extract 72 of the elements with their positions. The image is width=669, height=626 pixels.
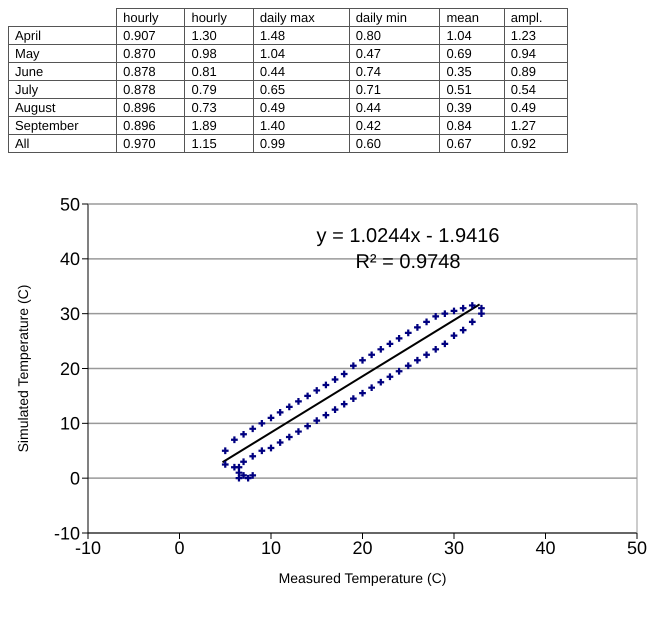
text: 0.896 bbox=[123, 100, 156, 115]
x-tick-label: 0 bbox=[174, 538, 185, 558]
category-label: hourly bbox=[184, 8, 254, 26]
text: 0.65 bbox=[260, 82, 286, 97]
text: 0.42 bbox=[356, 118, 381, 133]
category-label: All bbox=[15, 136, 30, 151]
text: 0.98 bbox=[191, 46, 217, 61]
text: 0.69 bbox=[446, 46, 472, 61]
category-label: July bbox=[15, 82, 38, 97]
annotation: R² = 0.9748 bbox=[354, 250, 462, 275]
text: 0.878 bbox=[123, 64, 156, 79]
text: 0.870 bbox=[123, 46, 156, 61]
text: 0.54 bbox=[510, 82, 536, 97]
text: 0.51 bbox=[446, 82, 472, 97]
category-label: daily max bbox=[253, 8, 350, 26]
text: 0.35 bbox=[446, 64, 472, 79]
text: 0.970 bbox=[123, 136, 156, 151]
category-label: mean bbox=[440, 8, 504, 26]
text: 0.92 bbox=[510, 136, 536, 151]
category-label: daily min bbox=[349, 8, 440, 26]
text: 1.27 bbox=[510, 118, 536, 133]
y-tick-label: -10 bbox=[54, 523, 80, 544]
text: 1.15 bbox=[191, 136, 217, 151]
category-label: ampl. bbox=[504, 8, 568, 26]
text: 0.907 bbox=[123, 28, 156, 43]
text: 0.89 bbox=[510, 64, 536, 79]
text: 0.74 bbox=[356, 64, 381, 79]
text: 0.81 bbox=[191, 64, 217, 79]
category-label: August bbox=[15, 100, 56, 115]
text: 0.44 bbox=[356, 100, 381, 115]
category-label: June bbox=[15, 64, 44, 79]
y-tick-label: 50 bbox=[60, 194, 80, 214]
y-tick-label: 40 bbox=[60, 249, 80, 270]
text: 0.67 bbox=[446, 136, 472, 151]
text: 0.39 bbox=[446, 100, 472, 115]
category-label: April bbox=[15, 28, 42, 43]
category-label: May bbox=[15, 46, 40, 61]
text: 1.04 bbox=[446, 28, 472, 43]
y-tick-label: 10 bbox=[60, 414, 80, 434]
text: 0.44 bbox=[260, 64, 286, 79]
text: 1.23 bbox=[510, 28, 536, 43]
text: 0.49 bbox=[510, 100, 536, 115]
x-tick-label: 10 bbox=[260, 538, 282, 558]
x-tick-label: 20 bbox=[352, 538, 373, 558]
y-tick-label: 20 bbox=[60, 358, 80, 379]
text: 1.89 bbox=[191, 118, 217, 133]
category-label: September bbox=[15, 118, 79, 133]
category-label: hourly bbox=[116, 8, 185, 26]
y-tick-label: 0 bbox=[70, 468, 80, 489]
text: 0.99 bbox=[260, 136, 286, 151]
y-axis-title: Simulated Temperature (C) bbox=[14, 284, 31, 452]
text: 0.878 bbox=[123, 82, 156, 97]
x-tick-label: 50 bbox=[626, 538, 648, 558]
text: 1.04 bbox=[260, 46, 286, 61]
y-tick-label: 30 bbox=[60, 304, 80, 324]
text: 0.84 bbox=[446, 118, 472, 133]
text: 0.71 bbox=[356, 82, 381, 97]
text: 0.80 bbox=[356, 28, 381, 43]
text: 0.73 bbox=[191, 100, 217, 115]
text: 0.896 bbox=[123, 118, 156, 133]
text: 1.48 bbox=[260, 28, 286, 43]
text: 0.79 bbox=[191, 82, 217, 97]
text: 0.47 bbox=[356, 46, 381, 61]
x-tick-label: 30 bbox=[444, 538, 464, 558]
text: 1.40 bbox=[260, 118, 286, 133]
text: 0.49 bbox=[260, 100, 286, 115]
text: 0.60 bbox=[356, 136, 381, 151]
x-tick-label: 40 bbox=[535, 538, 556, 558]
annotation: y = 1.0244x - 1.9416 bbox=[316, 224, 500, 249]
text: 1.30 bbox=[191, 28, 217, 43]
x-axis-title: Measured Temperature (C) bbox=[278, 570, 446, 586]
text: 0.94 bbox=[510, 46, 536, 61]
